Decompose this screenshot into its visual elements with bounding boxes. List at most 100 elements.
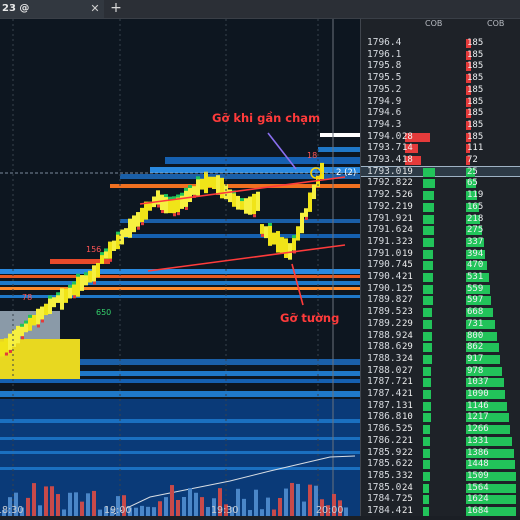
ladder-row[interactable]: 1785.3 32 1509	[361, 470, 520, 482]
marker-label: 650	[96, 308, 112, 317]
candle	[244, 198, 248, 214]
bid-volume-bar	[466, 425, 511, 435]
ladder-row[interactable]: 1790.7 45 470	[361, 260, 520, 271]
ask-volume-bar	[466, 156, 470, 165]
ladder-row[interactable]: 1788.3 24 917	[361, 353, 520, 365]
ask-volume-bar	[466, 144, 470, 154]
candle	[196, 176, 200, 180]
bid-volume-bar	[466, 296, 492, 306]
price-label: 1794.6	[367, 107, 402, 119]
price-label: 1792.2	[367, 200, 402, 212]
ladder-row[interactable]: 1787.7 21 1037	[361, 377, 520, 388]
ladder-row[interactable]: 1789.2 29 731	[361, 318, 520, 330]
volume-value: 531	[467, 272, 484, 282]
ladder-row[interactable]: 1785.0 24 1564	[361, 482, 520, 494]
ladder-row[interactable]: 1784.4 21 1684	[361, 505, 520, 517]
chart-area[interactable]: Gỡ khi gần chạm Gỡ tường 18 2 (2) 156 78…	[0, 19, 360, 517]
ladder-row[interactable]: 1786.8 10 1217	[361, 412, 520, 423]
candle	[40, 306, 44, 320]
ladder-row[interactable]: 1791.0 19 394	[361, 248, 520, 260]
cob-bar	[423, 460, 430, 470]
heatmap-chart[interactable]	[0, 19, 360, 517]
ladder-row[interactable]: 1795.2 185	[361, 83, 520, 96]
ladder-row[interactable]: 1785.6 22 1448	[361, 459, 520, 470]
volume-value: 119	[467, 190, 484, 201]
price-label: 1789.5	[367, 306, 402, 318]
bid-volume-bar	[466, 471, 516, 481]
cob-bar	[423, 354, 432, 364]
candle	[56, 292, 60, 296]
volume-value: 1624	[467, 494, 489, 505]
ladder-row[interactable]: 1789.5 23 668	[361, 307, 520, 318]
ladder-row[interactable]: 1794.9 185	[361, 96, 520, 108]
ladder-row[interactable]: 1789.8 27 597	[361, 295, 520, 306]
close-icon[interactable]: ✕	[90, 2, 100, 15]
volume-bar	[134, 507, 138, 516]
ladder-row[interactable]: 1787.4 21 1090	[361, 388, 520, 400]
ladder-row[interactable]: 1794.0 28 185	[361, 131, 520, 143]
ladder-row[interactable]: 1791.6 24 275	[361, 225, 520, 236]
volume-bar	[20, 507, 24, 516]
volume-value: 72	[467, 155, 478, 165]
ladder-row[interactable]: 1784.7 25 1624	[361, 494, 520, 505]
x-axis-label: 19:00	[104, 505, 132, 516]
bid-volume-bar	[466, 226, 482, 236]
cob-bar	[423, 191, 435, 201]
ladder-row[interactable]: 1788.6 29 862	[361, 342, 520, 353]
chart-tab[interactable]: 23 @ Nymex@NINJA ✕	[0, 0, 104, 32]
ladder-row[interactable]: 1795.5 185	[361, 73, 520, 84]
volume-bar	[92, 490, 96, 516]
ladder-row[interactable]: 1793.7 14 111	[361, 143, 520, 154]
ladder-row[interactable]: 1792.5 26 119	[361, 190, 520, 201]
cob-value: 25	[402, 494, 413, 505]
ladder-row[interactable]: 1795.8 185	[361, 61, 520, 72]
cob-value: 28	[402, 131, 413, 142]
ladder-row[interactable]: 1796.4 185	[361, 37, 520, 49]
liquidity-band	[318, 147, 360, 152]
add-tab-icon[interactable]: +	[110, 0, 122, 16]
ladder-row[interactable]: 1790.1 25 559	[361, 283, 520, 295]
ladder-row[interactable]: 1792.2 19 165	[361, 200, 520, 213]
ladder-row[interactable]: 1793.0 19 25	[361, 166, 520, 178]
cob-value: 18	[402, 155, 413, 165]
ladder-row[interactable]: 1788.9 24 800	[361, 330, 520, 342]
volume-value: 1386	[467, 447, 489, 458]
cob-value: 27	[402, 365, 413, 376]
ladder-row[interactable]: 1792.8 22 65	[361, 178, 520, 189]
ladder-row[interactable]: 1794.3 185	[361, 119, 520, 131]
ladder-row[interactable]: 1786.5 25 1266	[361, 424, 520, 435]
ladder-row[interactable]: 1794.6 185	[361, 108, 520, 119]
candle	[300, 212, 304, 234]
price-label: 1787.1	[367, 399, 402, 411]
cob-value: 21	[402, 506, 413, 516]
ladder-row[interactable]: 1785.9 22 1386	[361, 447, 520, 459]
volume-bar	[50, 486, 54, 516]
ladder-row[interactable]: 1788.0 27 978	[361, 365, 520, 377]
candle	[28, 316, 32, 331]
candle	[120, 229, 124, 245]
volume-bar	[38, 505, 42, 516]
candle	[184, 187, 188, 191]
cob-header: COB	[425, 19, 443, 28]
price-label: 1795.2	[367, 83, 402, 95]
price-label: 1795.5	[367, 72, 402, 84]
ladder-row[interactable]: 1791.9 21 218	[361, 213, 520, 225]
volume-bar	[26, 497, 30, 516]
ladder-row[interactable]: 1793.4 18 72	[361, 154, 520, 166]
volume-bar	[104, 506, 108, 516]
volume-bar	[44, 486, 48, 516]
volume-bar	[98, 509, 102, 516]
price-label: 1796.1	[367, 48, 402, 60]
price-label: 1791.3	[367, 235, 402, 247]
ladder-row[interactable]: 1786.2 21 1331	[361, 435, 520, 447]
cob-bar	[423, 237, 434, 247]
ladder-row[interactable]: 1791.3 23 337	[361, 235, 520, 248]
candle	[172, 198, 176, 214]
ask-volume-bar	[466, 74, 471, 84]
price-ladder[interactable]: COB COB 1796.4 185 1796.1 185 1795.8 185 1795.…	[360, 19, 520, 516]
ladder-row[interactable]: 1787.1 31 1146	[361, 399, 520, 412]
current-price-highlight	[361, 165, 520, 177]
ladder-row[interactable]: 1790.4 21 531	[361, 271, 520, 283]
ladder-row[interactable]: 1796.1 185	[361, 48, 520, 61]
candle	[160, 194, 164, 211]
